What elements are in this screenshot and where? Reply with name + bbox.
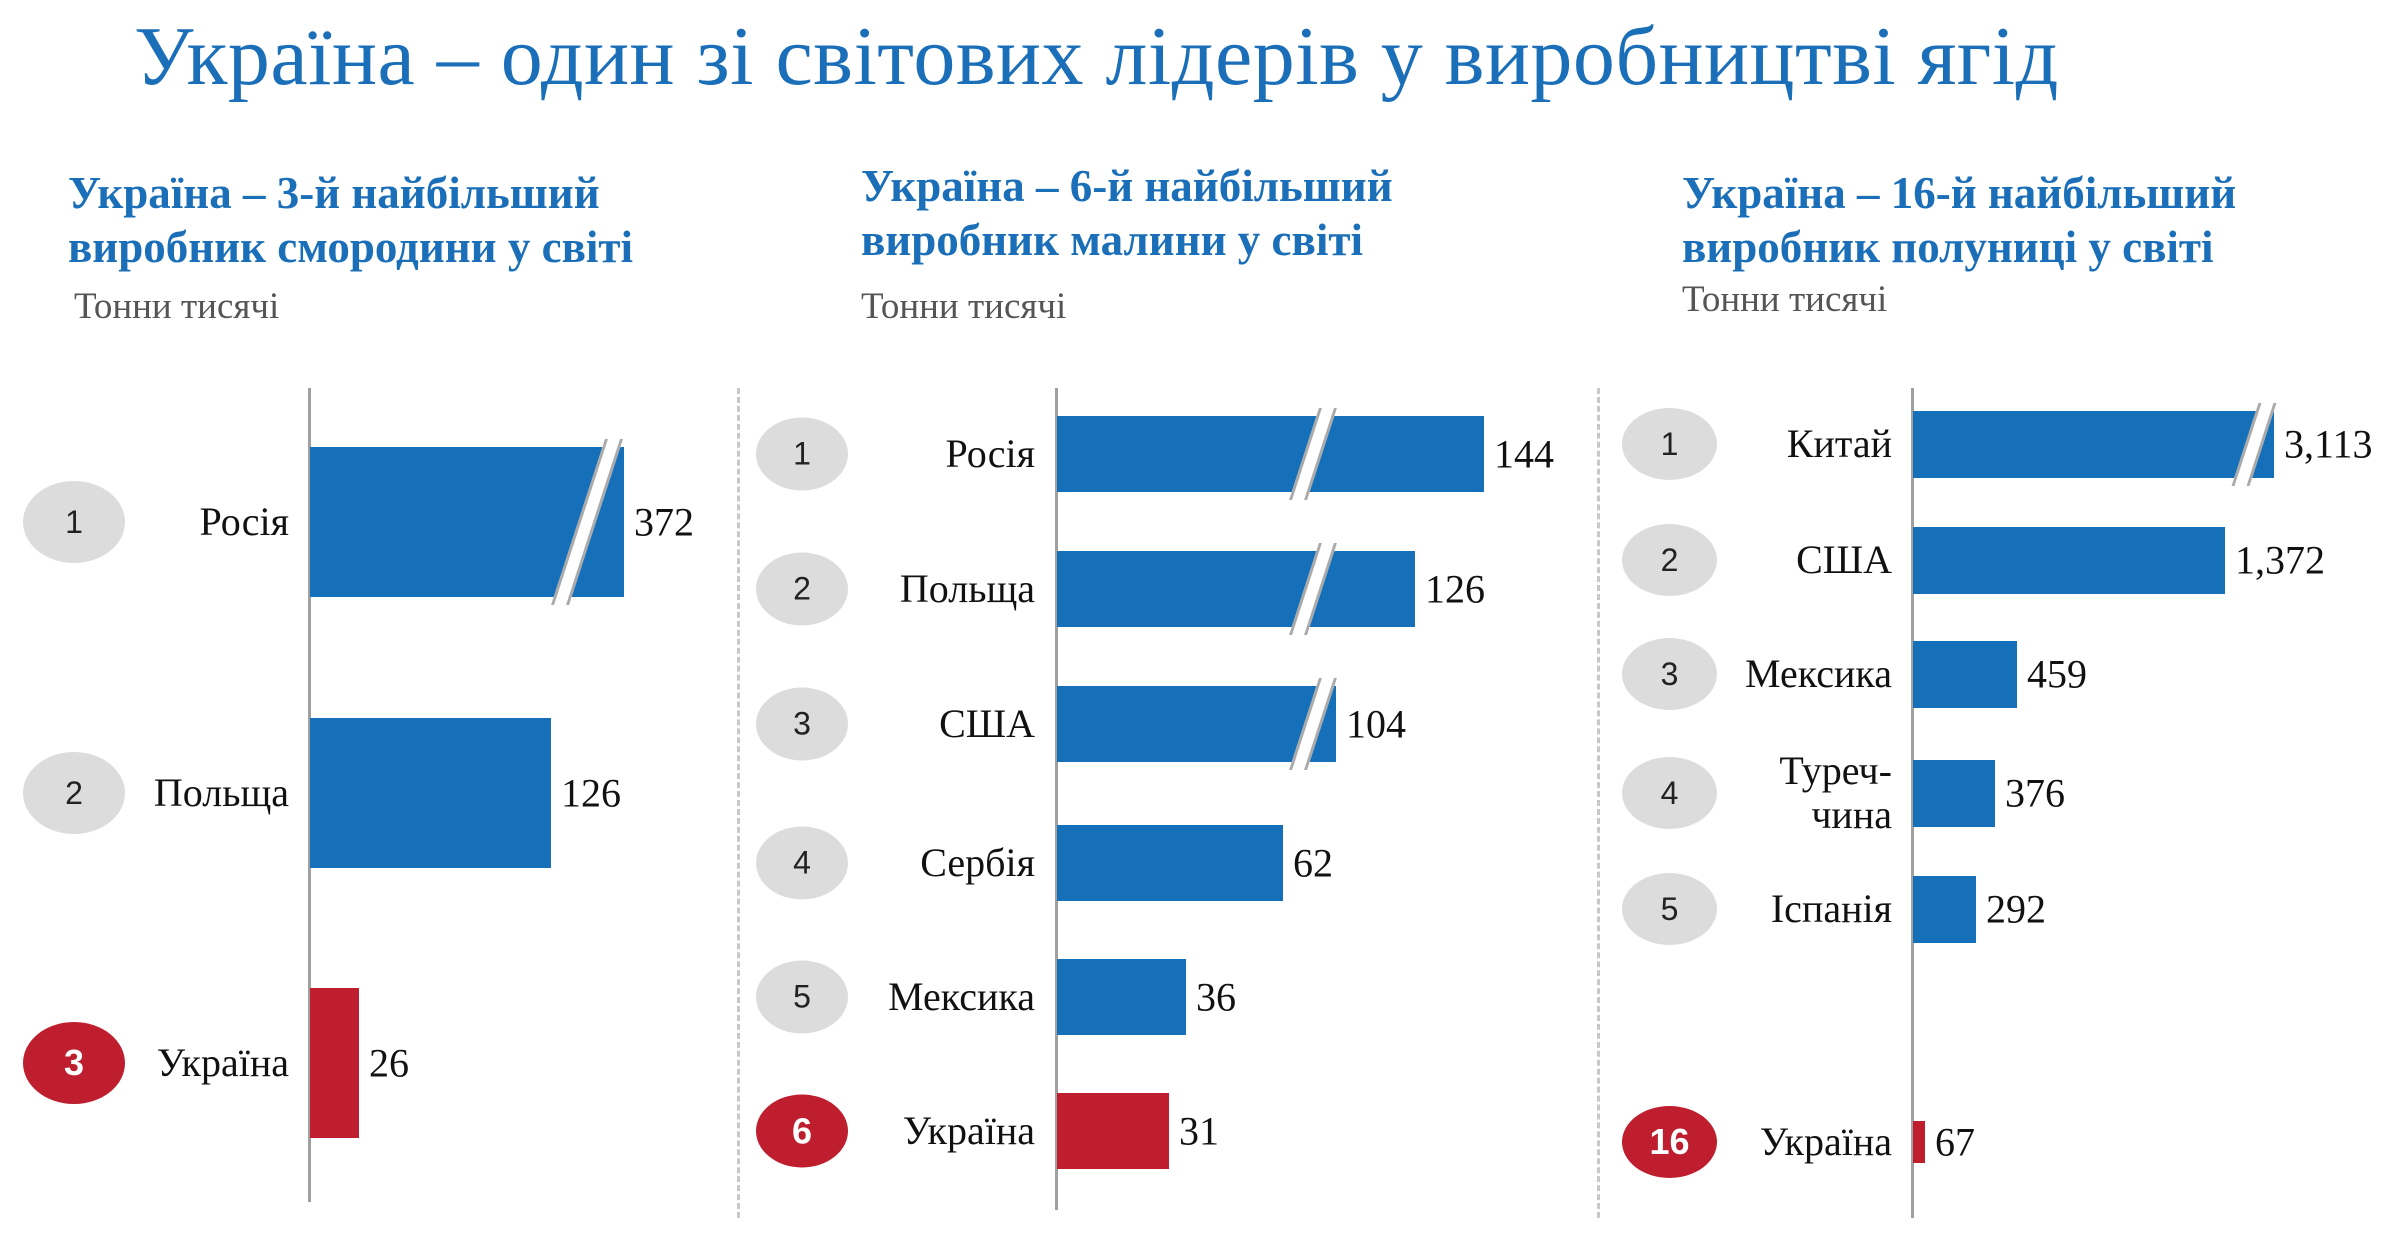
rank-badge: 1 xyxy=(1622,408,1717,480)
bar-ukraine xyxy=(1913,1121,1925,1163)
rank-badge: 5 xyxy=(756,960,848,1034)
rank-badge: 5 xyxy=(1622,873,1717,945)
bar-country xyxy=(1057,686,1336,762)
value-label: 67 xyxy=(1935,1119,1975,1165)
value-label: 3,113 xyxy=(2284,421,2373,467)
country-label: Україна xyxy=(902,1108,1035,1153)
panel-strawberry-title: Україна – 16-й найбільший виробник полун… xyxy=(1682,166,2236,274)
axis-line xyxy=(1055,388,1058,1210)
country-label: США xyxy=(1796,537,1892,582)
country-label: Сербія xyxy=(920,840,1035,885)
rank-badge: 3 xyxy=(1622,638,1717,710)
bar-country xyxy=(1057,416,1484,492)
bar-country xyxy=(1913,875,1976,943)
rank-badge: 3 xyxy=(23,1022,125,1104)
country-label: Мексика xyxy=(1745,651,1892,696)
value-label: 36 xyxy=(1196,974,1236,1020)
panel-currant-title: Україна – 3-й найбільший виробник смород… xyxy=(68,166,633,274)
value-label: 292 xyxy=(1986,886,2046,932)
value-label: 31 xyxy=(1179,1108,1219,1154)
value-label: 126 xyxy=(1425,566,1485,612)
title-line: виробник смородини у світі xyxy=(68,222,633,272)
rank-badge: 2 xyxy=(1622,524,1717,596)
rank-badge: 4 xyxy=(756,826,848,900)
value-label: 126 xyxy=(561,770,621,816)
unit-label: Тонни тисячі xyxy=(74,286,280,327)
unit-label: Тонни тисячі xyxy=(1682,279,1888,320)
country-label: Україна xyxy=(1759,1119,1892,1164)
bar-country xyxy=(1057,959,1186,1035)
value-label: 459 xyxy=(2027,651,2087,697)
title-line: Україна – 6-й найбільший xyxy=(861,161,1393,211)
country-label: США xyxy=(939,701,1035,746)
country-label: Польща xyxy=(899,566,1035,611)
axis-line xyxy=(308,388,311,1202)
title-line: виробник полуниці у світі xyxy=(1682,222,2214,272)
country-label: Туреч- чина xyxy=(1779,748,1892,837)
bar-country xyxy=(1057,551,1415,627)
page-title: Україна – один зі світових лідерів у вир… xyxy=(134,10,2059,103)
bar-country xyxy=(1913,526,2225,594)
value-label: 144 xyxy=(1494,431,1554,477)
value-label: 372 xyxy=(634,499,694,545)
rank-badge: 3 xyxy=(756,687,848,761)
value-label: 376 xyxy=(2005,770,2065,816)
rank-badge: 1 xyxy=(23,481,125,563)
rank-badge: 6 xyxy=(756,1094,848,1168)
country-label: Іспанія xyxy=(1770,886,1892,931)
title-line: Україна – 16-й найбільший xyxy=(1682,168,2237,218)
bar-country xyxy=(1913,410,2274,478)
bar-country xyxy=(1057,825,1283,901)
country-label: Росія xyxy=(199,499,289,544)
country-label: Україна xyxy=(156,1040,289,1085)
unit-label: Тонни тисячі xyxy=(861,286,1067,327)
bar-ukraine xyxy=(310,988,359,1138)
rank-badge: 1 xyxy=(756,417,848,491)
bar-country xyxy=(1913,640,2017,708)
bar-ukraine xyxy=(1057,1093,1169,1169)
panel-divider xyxy=(1597,388,1600,1218)
country-label: Росія xyxy=(945,431,1035,476)
axis-line xyxy=(1911,388,1914,1218)
value-label: 26 xyxy=(369,1040,409,1086)
title-line: виробник малини у світі xyxy=(861,215,1363,265)
rank-badge: 16 xyxy=(1622,1106,1717,1178)
country-label: Мексика xyxy=(888,974,1035,1019)
bar-country xyxy=(1913,759,1995,827)
rank-badge: 2 xyxy=(756,552,848,626)
bar-country xyxy=(310,718,551,868)
value-label: 62 xyxy=(1293,840,1333,886)
country-label: Китай xyxy=(1786,421,1892,466)
rank-badge: 2 xyxy=(23,752,125,834)
value-label: 1,372 xyxy=(2235,537,2325,583)
panel-divider xyxy=(737,388,740,1218)
rank-badge: 4 xyxy=(1622,757,1717,829)
country-label: Польща xyxy=(153,770,289,815)
title-line: Україна – 3-й найбільший xyxy=(68,168,600,218)
panel-raspberry-title: Україна – 6-й найбільший виробник малини… xyxy=(861,159,1393,267)
value-label: 104 xyxy=(1346,701,1406,747)
